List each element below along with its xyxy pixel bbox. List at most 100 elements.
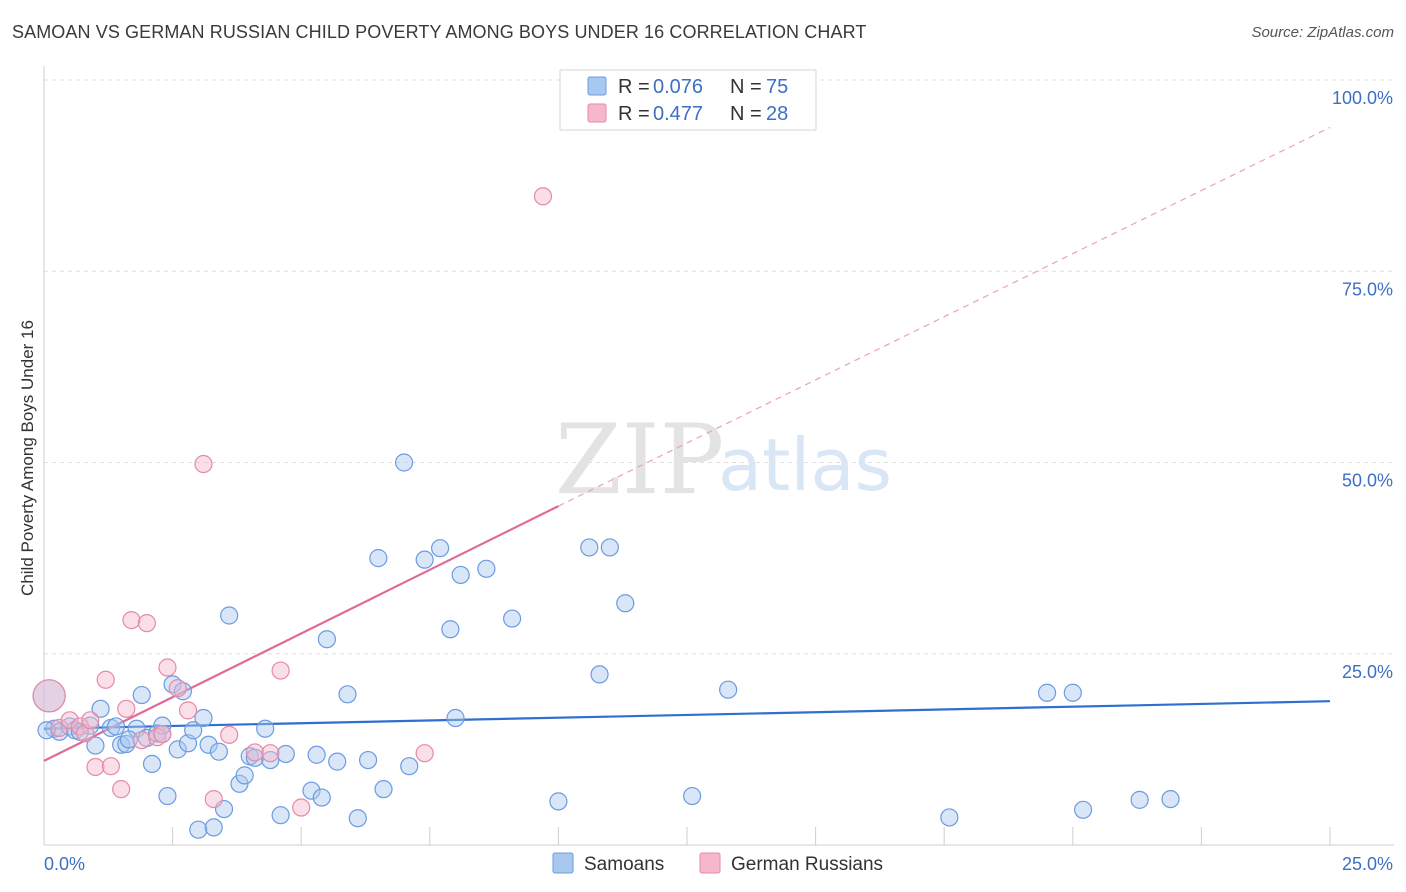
trend-line-2 [43, 505, 559, 762]
data-point-samoans [307, 745, 326, 764]
data-point-samoans [1063, 683, 1082, 702]
bottom-legend-label-samoans: Samoans [584, 854, 664, 875]
source-credit: Source: ZipAtlas.com [1251, 24, 1394, 41]
y-tick-label: 25.0% [1342, 662, 1393, 682]
data-point-german-russians [81, 711, 100, 730]
legend-swatch-german-russians [587, 103, 607, 123]
data-point-samoans [91, 699, 110, 718]
data-point-samoans [142, 754, 162, 774]
data-point-german-russians [271, 661, 290, 680]
data-point-german-russians [292, 798, 311, 817]
data-point-german-russians [178, 701, 198, 720]
data-point-german-russians [112, 780, 131, 799]
data-point-samoans [1037, 683, 1057, 702]
legend-r-value-1: 0.076 [653, 76, 703, 98]
data-point-samoans [271, 806, 290, 825]
data-point-samoans [441, 620, 460, 639]
data-point-samoans [209, 742, 228, 761]
bottom-legend: Samoans German Russians [552, 852, 883, 875]
data-point-samoans [194, 708, 213, 728]
legend-r-label-1: R = [618, 76, 650, 98]
legend-swatch-samoans [587, 76, 607, 96]
data-point-samoans [683, 786, 702, 806]
data-point-samoans [477, 559, 496, 578]
data-point-samoans [348, 809, 367, 828]
data-point-samoans [158, 786, 177, 806]
data-point-samoans [328, 752, 347, 771]
data-point-german-russians [86, 757, 105, 777]
data-point-samoans [358, 750, 378, 770]
data-point-samoans [415, 550, 434, 569]
data-point-german-russians [96, 670, 115, 689]
data-point-samoans [1130, 790, 1149, 809]
data-point-samoans [184, 721, 203, 740]
watermark-zip: ZIP [555, 404, 724, 516]
data-point-samoans [374, 780, 393, 799]
data-point-german-russians [153, 724, 172, 744]
legend-n-value-1: 75 [766, 76, 788, 98]
x-tick-label: 0.0% [44, 854, 85, 874]
y-tick-label: 75.0% [1342, 279, 1393, 299]
x-tick-label: 25.0% [1342, 854, 1393, 874]
data-point-samoans [580, 538, 599, 557]
data-point-german-russians [261, 744, 280, 763]
data-point-samoans [719, 680, 738, 699]
data-point-german-russians [194, 454, 213, 474]
data-point-german-russians [132, 731, 151, 750]
data-point-samoans [204, 818, 223, 837]
data-point-samoans [106, 717, 126, 736]
data-point-samoans [168, 740, 187, 759]
data-point-german-russians [122, 610, 141, 630]
trend-line-1 [43, 700, 1331, 730]
legend-r-value-2: 0.477 [653, 103, 703, 125]
data-point-samoans [400, 757, 419, 776]
data-point-german-russians [148, 728, 167, 747]
data-point-samoans [261, 750, 280, 770]
data-point-german-russians [204, 789, 223, 809]
data-point-samoans [940, 808, 959, 827]
data-point-samoans [338, 685, 357, 704]
data-point-german-russians [137, 614, 156, 633]
y-tick-label: 50.0% [1342, 471, 1393, 491]
data-point-german-russians [101, 757, 120, 776]
data-point-samoans [256, 719, 275, 738]
data-point-german-russians [168, 679, 187, 698]
data-points [32, 187, 1180, 839]
axes [43, 66, 1394, 846]
legend-box: R = 0.076 N = 75 R = 0.477 N = 28 [559, 69, 817, 131]
bottom-legend-swatch-samoans [552, 852, 574, 874]
data-point-samoans [276, 744, 295, 764]
data-point-german-russians [415, 744, 434, 763]
y-tick-label: 100.0% [1332, 88, 1393, 108]
y-axis-title: Child Poverty Among Boys Under 16 [18, 320, 37, 596]
data-point-samoans [317, 630, 337, 649]
data-point-german-russians [158, 658, 177, 677]
gridlines [44, 79, 1394, 655]
legend-n-label-2: N = [730, 103, 762, 125]
data-point-samoans [45, 719, 64, 738]
data-point-german-russians [533, 187, 553, 206]
data-point-samoans [173, 682, 192, 701]
data-point-samoans [430, 539, 450, 558]
data-point-german-russians [50, 718, 69, 738]
data-point-samoans [600, 538, 619, 557]
data-point-samoans [235, 766, 254, 785]
legend-r-label-2: R = [618, 103, 650, 125]
data-point-german-russians [117, 699, 136, 718]
legend-n-label-1: N = [730, 76, 762, 98]
data-point-german-russians [245, 743, 265, 762]
data-point-samoans [119, 730, 138, 749]
data-point-samoans [1161, 789, 1180, 809]
data-point-samoans [616, 594, 635, 613]
data-point-samoans [451, 565, 470, 585]
bottom-legend-swatch-german-russians [699, 852, 721, 874]
data-point-samoans [132, 685, 151, 705]
data-point-samoans [549, 792, 568, 811]
x-tick-labels: 0.0% 25.0% [44, 854, 1393, 874]
data-point-german-russians [220, 725, 239, 744]
data-point-samoans [503, 609, 522, 628]
bottom-legend-label-german-russians: German Russians [731, 854, 883, 875]
data-point-samoans [1073, 800, 1093, 819]
chart-title: SAMOAN VS GERMAN RUSSIAN CHILD POVERTY A… [12, 22, 867, 42]
